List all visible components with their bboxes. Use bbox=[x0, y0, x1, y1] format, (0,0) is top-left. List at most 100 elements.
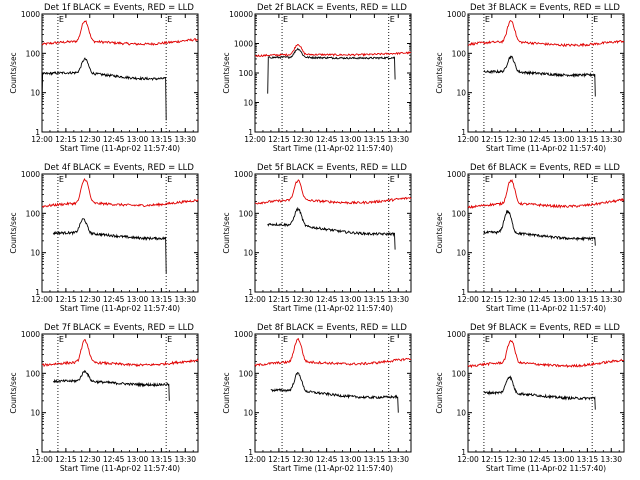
x-tick-label: 13:30 bbox=[174, 295, 196, 304]
detector-panel-4: Det 4f BLACK = Events, RED = LLD 1 10 100 10… bbox=[9, 163, 199, 313]
x-axis-label: Start Time (11-Apr-02 11:57:40) bbox=[273, 144, 393, 153]
x-tick-label: 12:00 bbox=[244, 455, 266, 464]
x-tick-label: 12:45 bbox=[316, 295, 338, 304]
y-tick-label: 1000 bbox=[234, 40, 253, 49]
y-tick-label: 100 bbox=[239, 369, 254, 378]
lld-series-line bbox=[41, 20, 199, 46]
x-tick-label: 12:15 bbox=[481, 295, 503, 304]
x-tick-label: 12:00 bbox=[244, 295, 266, 304]
y-tick-label: 10 bbox=[243, 409, 253, 418]
lld-series-line bbox=[467, 178, 625, 209]
x-tick-label: 12:45 bbox=[103, 455, 125, 464]
x-tick-label: 13:00 bbox=[553, 295, 575, 304]
y-tick-label: 10 bbox=[243, 249, 253, 258]
x-tick-label: 13:30 bbox=[387, 135, 409, 144]
events-series-line bbox=[270, 371, 399, 413]
y-tick-label: 1 bbox=[35, 128, 40, 137]
panel-title: Det 5f BLACK = Events, RED = LLD bbox=[257, 163, 407, 173]
marker-label: E bbox=[485, 175, 490, 184]
x-tick-label: 12:15 bbox=[55, 455, 77, 464]
marker-label: E bbox=[593, 15, 598, 24]
x-tick-label: 12:45 bbox=[529, 135, 551, 144]
y-tick-label: 1000 bbox=[447, 330, 466, 339]
lld-series-line bbox=[41, 177, 199, 208]
plot-frame bbox=[41, 333, 199, 453]
plot-frame bbox=[254, 173, 412, 293]
marker-label: E bbox=[593, 175, 598, 184]
y-tick-label: 10 bbox=[30, 89, 40, 98]
plot-frame bbox=[41, 13, 199, 133]
y-axis-label: Counts/sec bbox=[435, 372, 444, 413]
x-tick-label: 12:15 bbox=[481, 135, 503, 144]
x-tick-label: 13:00 bbox=[340, 455, 362, 464]
y-tick-label: 1000 bbox=[21, 10, 40, 19]
events-series-line bbox=[52, 369, 170, 401]
x-axis-label: Start Time (11-Apr-02 11:57:40) bbox=[486, 464, 606, 473]
y-axis-label: Counts/sec bbox=[9, 52, 18, 93]
x-axis-label: Start Time (11-Apr-02 11:57:40) bbox=[60, 144, 180, 153]
marker-label: E bbox=[283, 15, 288, 24]
x-tick-label: 12:45 bbox=[316, 135, 338, 144]
plot-frame bbox=[254, 333, 412, 453]
panel-title: Det 7f BLACK = Events, RED = LLD bbox=[44, 323, 194, 333]
x-tick-label: 13:15 bbox=[364, 295, 386, 304]
lld-series-line bbox=[467, 20, 625, 48]
marker-label: E bbox=[485, 15, 490, 24]
x-tick-label: 12:00 bbox=[457, 295, 479, 304]
x-tick-label: 13:30 bbox=[387, 295, 409, 304]
x-tick-label: 12:15 bbox=[55, 295, 77, 304]
marker-label: E bbox=[593, 335, 598, 344]
marker-label: E bbox=[167, 335, 172, 344]
x-tick-label: 12:30 bbox=[505, 135, 527, 144]
detector-panel-3: Det 3f BLACK = Events, RED = LLD 1 10 100 10… bbox=[435, 3, 625, 153]
x-tick-label: 12:45 bbox=[316, 455, 338, 464]
x-tick-label: 13:30 bbox=[174, 455, 196, 464]
y-tick-label: 1 bbox=[248, 448, 253, 457]
plot-frame bbox=[254, 13, 412, 133]
y-tick-label: 1 bbox=[248, 288, 253, 297]
events-series-line bbox=[483, 55, 596, 97]
y-tick-label: 1 bbox=[248, 128, 253, 137]
x-tick-label: 12:30 bbox=[79, 295, 101, 304]
x-tick-label: 13:30 bbox=[600, 295, 622, 304]
y-tick-label: 10 bbox=[30, 409, 40, 418]
x-tick-label: 13:30 bbox=[174, 135, 196, 144]
detector-panel-6: Det 6f BLACK = Events, RED = LLD 1 10 100 10… bbox=[435, 163, 625, 313]
x-tick-label: 13:30 bbox=[600, 135, 622, 144]
marker-label: E bbox=[59, 15, 64, 24]
detector-panel-5: Det 5f BLACK = Events, RED = LLD 1 10 100 10… bbox=[222, 163, 412, 313]
detector-panel-2: Det 2f BLACK = Events, RED = LLD 1 10 100 10… bbox=[222, 3, 412, 153]
detector-panel-9: Det 9f BLACK = Events, RED = LLD 1 10 100 10… bbox=[435, 323, 625, 473]
y-tick-label: 10 bbox=[456, 89, 466, 98]
x-tick-label: 13:15 bbox=[151, 135, 173, 144]
y-tick-label: 1000 bbox=[234, 170, 253, 179]
x-tick-label: 12:45 bbox=[529, 455, 551, 464]
x-tick-label: 12:00 bbox=[457, 135, 479, 144]
x-tick-label: 12:15 bbox=[268, 295, 290, 304]
x-tick-label: 12:45 bbox=[103, 295, 125, 304]
lld-series-line bbox=[254, 179, 412, 205]
plot-frame bbox=[41, 173, 199, 293]
y-axis-label: Counts/sec bbox=[435, 52, 444, 93]
x-tick-label: 13:00 bbox=[553, 455, 575, 464]
events-series-line bbox=[483, 209, 596, 246]
plot-frame bbox=[467, 333, 625, 453]
x-tick-label: 12:30 bbox=[292, 455, 314, 464]
events-series-line bbox=[52, 218, 167, 274]
y-tick-label: 100 bbox=[452, 369, 467, 378]
x-tick-label: 12:45 bbox=[529, 295, 551, 304]
events-series-line bbox=[267, 206, 396, 250]
panel-title: Det 8f BLACK = Events, RED = LLD bbox=[257, 323, 407, 333]
marker-label: E bbox=[390, 15, 395, 24]
y-axis-label: Counts/sec bbox=[222, 372, 231, 413]
y-tick-label: 1000 bbox=[447, 170, 466, 179]
marker-label: E bbox=[59, 335, 64, 344]
x-tick-label: 13:15 bbox=[364, 455, 386, 464]
marker-label: E bbox=[283, 335, 288, 344]
y-axis-label: Counts/sec bbox=[435, 212, 444, 253]
y-axis-label: Counts/sec bbox=[222, 52, 231, 93]
y-tick-label: 1 bbox=[461, 288, 466, 297]
x-tick-label: 12:30 bbox=[292, 295, 314, 304]
plot-frame bbox=[467, 173, 625, 293]
x-tick-label: 12:30 bbox=[292, 135, 314, 144]
